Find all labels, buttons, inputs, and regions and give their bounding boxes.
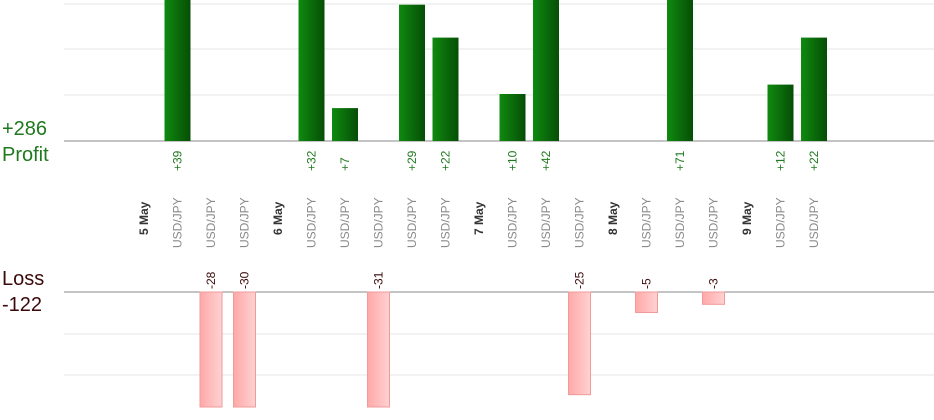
profit-bar — [667, 0, 693, 141]
profit-label: Profit — [2, 144, 49, 166]
profit-value-label: +22 — [439, 150, 453, 171]
pair-label: USD/JPY — [640, 197, 654, 248]
profit-bar — [164, 0, 191, 141]
profit-bar — [432, 37, 459, 141]
pair-label: USD/JPY — [673, 197, 687, 248]
date-label: 8 May — [606, 201, 620, 235]
date-label: 9 May — [740, 201, 754, 235]
profit-value-label: +71 — [673, 150, 687, 171]
loss-value-label: -3 — [707, 278, 721, 289]
profit-value-label: +42 — [539, 150, 553, 171]
pair-label: USD/JPY — [305, 197, 319, 248]
loss-bar — [568, 291, 591, 396]
profit-bar — [499, 94, 526, 141]
profit-value-label: +39 — [171, 150, 185, 171]
pair-label: USD/JPY — [171, 197, 185, 248]
loss-total: -122 — [2, 294, 43, 316]
pair-label: USD/JPY — [539, 197, 553, 248]
profit-value-label: +32 — [305, 150, 319, 171]
profit-total: +286 — [2, 118, 48, 140]
pair-label: USD/JPY — [338, 197, 352, 248]
profit-bar — [801, 37, 827, 141]
loss-bar — [635, 291, 658, 314]
pair-label: USD/JPY — [807, 197, 821, 248]
loss-bar — [199, 291, 223, 408]
pair-label: USD/JPY — [707, 197, 721, 248]
profit-value-label: +29 — [405, 150, 419, 171]
profit-bar — [767, 84, 794, 141]
date-label: 6 May — [271, 201, 285, 235]
loss-value-label: -28 — [204, 271, 218, 289]
date-label: 7 May — [472, 201, 486, 235]
loss-value-label: -31 — [372, 271, 386, 289]
loss-label: Loss — [2, 268, 45, 290]
pair-label: USD/JPY — [405, 197, 419, 248]
pair-label: USD/JPY — [439, 197, 453, 248]
loss-bar — [367, 291, 390, 408]
profit-value-label: +10 — [506, 150, 520, 171]
loss-value-label: -30 — [238, 271, 252, 289]
profit-bar — [399, 4, 425, 142]
loss-value-label: -25 — [573, 271, 587, 289]
pair-label: USD/JPY — [238, 197, 252, 248]
profit-value-label: +12 — [774, 150, 788, 171]
pair-label: USD/JPY — [573, 197, 587, 248]
pair-label: USD/JPY — [372, 197, 386, 248]
date-label: 5 May — [137, 201, 151, 235]
pair-label: USD/JPY — [774, 197, 788, 248]
profit-bar — [298, 0, 325, 141]
profit-bar — [332, 108, 358, 141]
loss-bar — [233, 291, 256, 408]
loss-value-label: -5 — [640, 278, 654, 289]
profit-value-label: +7 — [338, 157, 352, 171]
pair-label: USD/JPY — [204, 197, 218, 248]
pair-label: USD/JPY — [506, 197, 520, 248]
profit-bar — [533, 0, 559, 141]
loss-bar — [702, 291, 725, 305]
profit-value-label: +22 — [807, 150, 821, 171]
